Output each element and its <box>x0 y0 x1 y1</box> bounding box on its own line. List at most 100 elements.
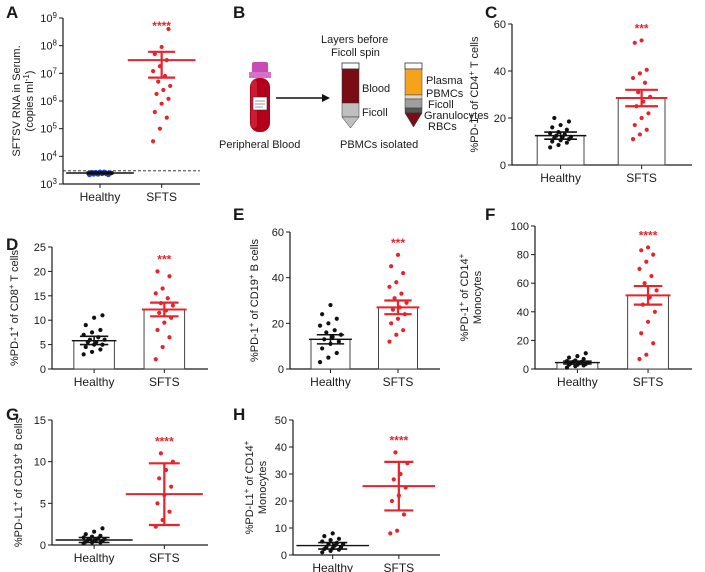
ylabel-part: of CD19 <box>13 458 25 501</box>
data-point <box>152 51 157 57</box>
ylabel-part: %PD-1 <box>249 327 261 362</box>
arrow-right-icon <box>276 94 330 102</box>
data-point <box>328 538 333 543</box>
tick-exponent: 8 <box>53 38 58 47</box>
data-point <box>166 26 171 32</box>
tick-base: 10 <box>40 13 52 25</box>
data-point <box>558 122 563 128</box>
data-point <box>317 323 323 328</box>
data-point <box>637 266 642 271</box>
panel-label: A <box>6 3 18 22</box>
data-point <box>401 328 406 333</box>
data-point <box>550 139 555 144</box>
data-point <box>637 132 642 137</box>
ylabel-superscript: + <box>467 113 476 118</box>
data-point <box>644 67 649 72</box>
ylabel-part: of CD4 <box>469 76 481 113</box>
peripheral-blood-label: Peripheral Blood <box>219 139 300 151</box>
data-point <box>642 281 647 286</box>
data-point <box>389 498 395 504</box>
tick-exponent: 3 <box>53 177 58 186</box>
significance-stars: **** <box>389 433 408 447</box>
significance-stars: **** <box>152 19 171 33</box>
data-point <box>394 332 399 337</box>
data-point <box>89 330 95 335</box>
data-point <box>645 319 651 324</box>
data-point <box>168 83 173 89</box>
tick-exponent: 4 <box>53 149 58 158</box>
ylabel-part: of CD19 <box>249 279 261 322</box>
data-point <box>399 291 404 296</box>
ylabel-part: %PD-1 <box>9 331 21 366</box>
bar-sfts <box>627 294 669 370</box>
data-point <box>159 101 164 106</box>
panel-label: H <box>233 405 245 424</box>
blood-layer-label: Blood <box>362 83 390 95</box>
data-point <box>391 477 396 482</box>
significance-stars: *** <box>635 21 649 35</box>
y-tick-label: 15 <box>34 415 46 427</box>
data-point <box>654 288 659 293</box>
data-point <box>556 142 561 148</box>
x-tick-label: Healthy <box>540 171 581 185</box>
data-point <box>167 335 172 340</box>
x-tick-label: SFTS <box>383 375 414 389</box>
data-point <box>644 127 649 132</box>
data-point <box>630 137 636 142</box>
tick-base: 10 <box>40 68 52 80</box>
data-point <box>652 309 657 314</box>
significance-stars: **** <box>155 434 174 448</box>
data-point <box>150 69 156 74</box>
y-tick-label: 0 <box>523 364 529 376</box>
data-point <box>98 327 103 333</box>
data-point <box>636 90 641 95</box>
tick-base: 10 <box>40 124 52 136</box>
data-point <box>167 274 172 279</box>
data-point <box>155 269 160 274</box>
data-point <box>165 296 170 301</box>
data-point <box>637 356 642 362</box>
tube-before-spin <box>341 62 360 129</box>
data-point <box>157 476 162 481</box>
x-tick-label: SFTS <box>633 375 664 389</box>
data-point <box>98 347 103 352</box>
tick-exponent: 7 <box>53 66 58 75</box>
y-tick-label: 40 <box>517 307 529 319</box>
data-point <box>167 509 172 514</box>
y-axis-label-line1: SFTSV RNA in Serum. <box>11 45 23 156</box>
data-point <box>564 140 569 145</box>
data-point <box>387 284 392 289</box>
x-tick-label: SFTS <box>146 190 177 204</box>
data-point <box>328 302 333 308</box>
data-point <box>548 145 553 150</box>
y-tick-label: 40 <box>272 273 284 285</box>
data-point <box>317 360 323 365</box>
tick-base: 10 <box>40 96 52 108</box>
layers-title-line1: Layers before <box>321 34 388 46</box>
data-point <box>157 310 162 315</box>
y-axis-label: %PD-1+ of CD14+ <box>457 253 472 341</box>
x-tick-label: Healthy <box>74 551 115 565</box>
ylabel-part: of CD14 <box>244 445 256 488</box>
data-point <box>100 526 105 531</box>
y-tick-label: 60 <box>494 19 506 31</box>
ylabel-part: %PD-1 <box>469 118 481 153</box>
data-point <box>401 512 407 517</box>
bar-healthy <box>73 340 115 370</box>
data-point <box>154 91 159 97</box>
data-point <box>150 139 156 144</box>
y-tick-label: 105 <box>40 121 57 136</box>
ylabel-part: B cells <box>249 238 261 274</box>
data-point <box>632 122 637 128</box>
data-point <box>575 354 580 359</box>
x-tick-label: Healthy <box>557 375 598 389</box>
ylabel-superscript: + <box>467 71 476 76</box>
data-point <box>581 356 586 362</box>
ylabel-part: (copies ml <box>24 81 36 131</box>
data-point <box>322 534 327 539</box>
data-point <box>158 451 163 456</box>
